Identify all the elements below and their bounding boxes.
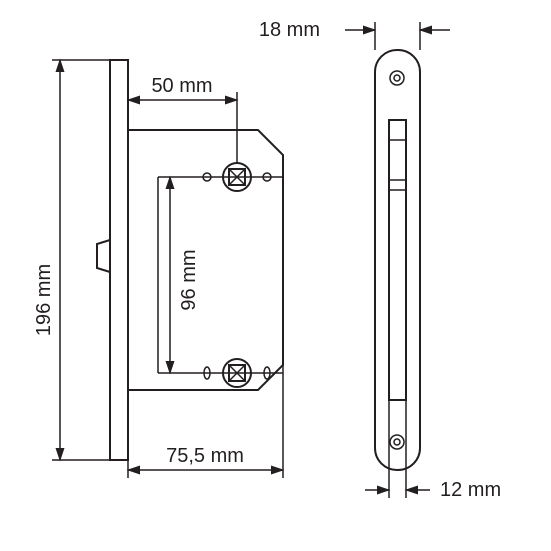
svg-text:196 mm: 196 mm [33,264,55,336]
lock-case [128,130,283,390]
svg-text:75,5 mm: 75,5 mm [166,445,244,467]
dim-50mm: 50 mm [128,75,237,163]
dim-196mm: 196 mm [33,60,110,460]
latch-bolt [97,240,110,272]
faceplate [110,60,128,460]
dim-96mm: 96 mm [158,177,200,373]
strike-screw-bottom [390,435,404,449]
dim-75-5mm: 75,5 mm [128,365,283,478]
strike-screw-top [390,71,404,85]
dim-12mm: 12 mm [365,400,501,501]
svg-text:18 mm: 18 mm [259,19,320,41]
dim-18mm: 18 mm [259,19,450,50]
lock-dimension-diagram: 196 mm 50 mm 96 mm 75,5 mm 18 mm 12 mm [0,0,551,551]
strike-plate-inner [389,120,406,400]
svg-text:96 mm: 96 mm [178,249,200,310]
strike-latch-hole [389,140,406,180]
strike-plate-outer [375,50,420,470]
svg-text:50 mm: 50 mm [151,75,212,97]
svg-text:12 mm: 12 mm [440,479,501,501]
